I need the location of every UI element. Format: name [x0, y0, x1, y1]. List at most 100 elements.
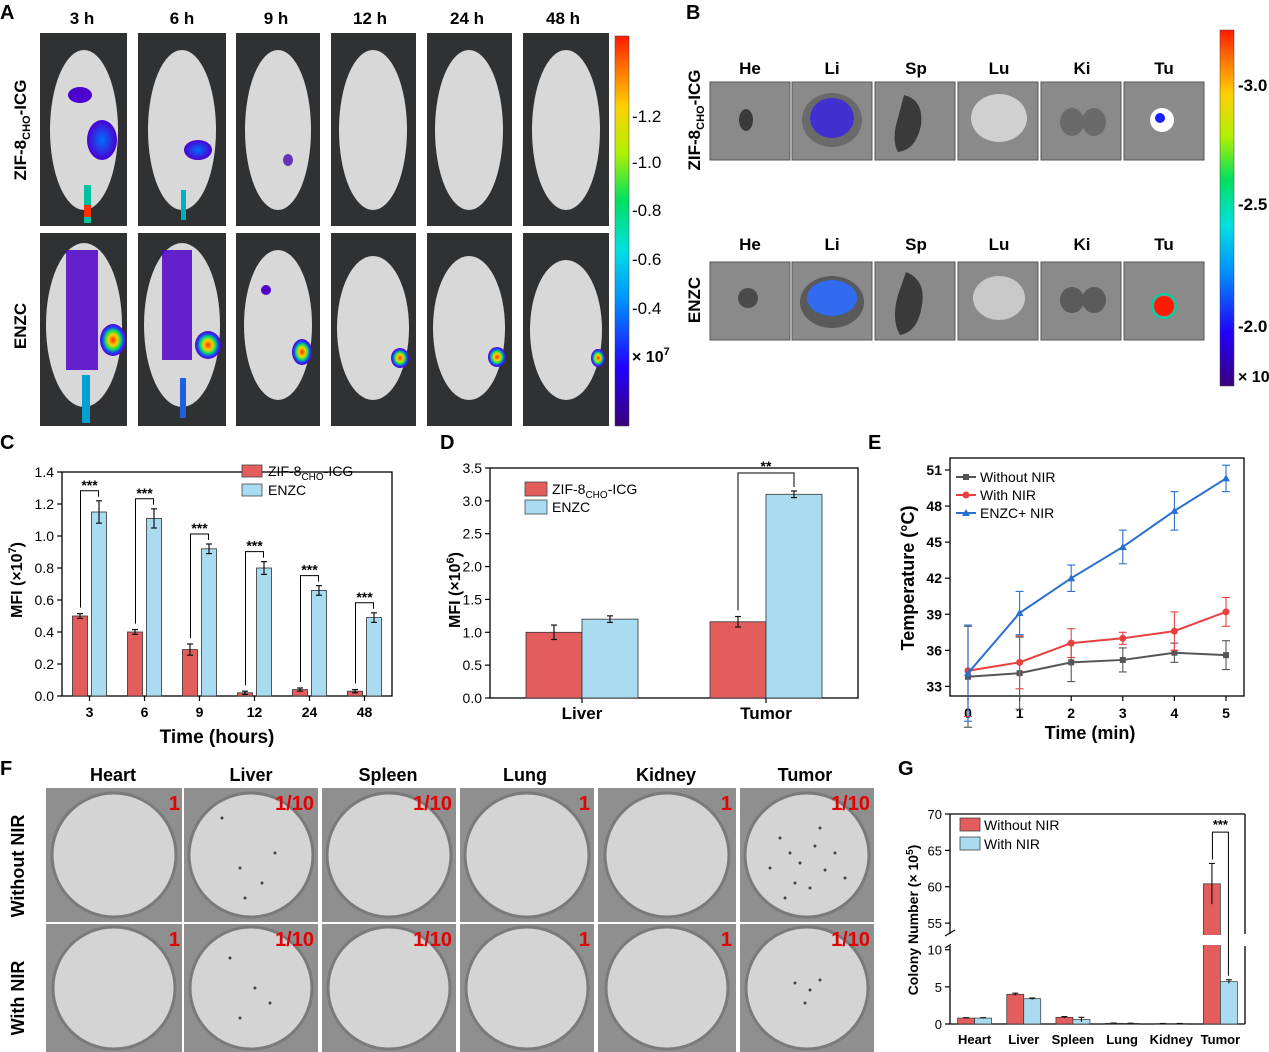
dish-column-label: Liver — [229, 765, 272, 785]
bar — [256, 567, 272, 697]
petri-dish — [325, 791, 453, 919]
y-tick-label: 1.0 — [35, 528, 55, 544]
colorbar-tick: -1.0 — [632, 153, 661, 172]
legend-label: ENZC+ NIR — [980, 505, 1054, 521]
dilution-labels: 1 1/10 1/10 1 1 1/10 1 1/10 1/10 1 1 1/1… — [169, 793, 870, 951]
mouse-images-row2 — [40, 233, 609, 426]
x-tick-label: 9 — [196, 704, 204, 720]
y-tick-label: 5 — [935, 980, 942, 995]
dilution-label: 1 — [721, 929, 732, 951]
organ-label: Tu — [1154, 235, 1174, 254]
bar — [72, 615, 88, 697]
dish-column-label: Kidney — [636, 765, 696, 785]
colorbar-tick: -2.5 — [1238, 195, 1267, 214]
petri-dish — [604, 925, 730, 1051]
series-line — [967, 651, 1227, 678]
bar — [127, 631, 143, 697]
y-tick-label: 1.4 — [35, 464, 55, 480]
x-tick-label: 5 — [1222, 705, 1230, 721]
data-point — [1015, 609, 1024, 617]
colorbar-tick: -0.4 — [632, 299, 661, 318]
organ-tiles-row1 — [709, 81, 1205, 161]
petri-dish — [464, 925, 590, 1051]
dilution-label: 1 — [169, 793, 180, 815]
dish-column-label: Tumor — [778, 765, 833, 785]
legend-label: With NIR — [980, 487, 1036, 503]
x-tick-label: 4 — [1171, 705, 1179, 721]
row-label-enzc-b: ENZC — [686, 277, 704, 323]
petri-dish — [744, 925, 870, 1051]
legend-label: Without NIR — [984, 817, 1059, 833]
plot-frame — [949, 457, 1245, 697]
panel-letter-c: C — [0, 432, 15, 454]
colorbar-tick: -0.6 — [632, 250, 661, 269]
y-tick-label: 0.0 — [35, 688, 55, 704]
x-tick-label: 24 — [302, 704, 318, 720]
colorbar-tick: -0.8 — [632, 201, 661, 220]
significance-label: *** — [356, 589, 373, 605]
dilution-label: 1/10 — [831, 929, 870, 951]
organ-label: Lu — [989, 59, 1010, 78]
panel-letter-g: G — [898, 758, 914, 780]
x-tick-label: 1 — [1016, 705, 1024, 721]
y-tick-label: 10 — [928, 943, 942, 958]
dish-column-label: Heart — [90, 765, 136, 785]
panel-c-chart: 0.0 0.2 0.4 0.6 0.8 1.0 1.2 1.4 3 6 9 12 24 48 *** *** *… — [7, 463, 393, 748]
colorbar-tick: -2.0 — [1238, 317, 1267, 336]
significance-label: ** — [761, 458, 772, 474]
legend-label: ENZC — [268, 482, 306, 498]
row-label-zif8: ZIF-8CHO-ICG — [11, 80, 33, 181]
y-tick-label: 39 — [926, 606, 942, 622]
bar — [1220, 981, 1238, 1025]
petri-dish — [50, 791, 178, 919]
y-tick-label: 3.0 — [463, 493, 483, 509]
dishes-row2 — [46, 924, 874, 1052]
bar — [957, 1017, 975, 1025]
organ-label: He — [739, 235, 761, 254]
bar — [1023, 998, 1042, 1025]
y-tick-label: 65 — [928, 843, 942, 858]
data-point — [1170, 506, 1179, 514]
panel-e-chart: 33363942454851012345 Temperature (°C) Ti… — [898, 457, 1245, 743]
y-tick-label: 3.5 — [463, 460, 483, 476]
significance-bracket — [300, 575, 319, 682]
series-line — [967, 610, 1227, 672]
legend-label: With NIR — [984, 836, 1040, 852]
time-labels: 3 h 6 h 9 h 12 h 24 h 48 h — [70, 9, 580, 28]
bar — [91, 511, 107, 697]
bar — [581, 618, 639, 699]
bar — [525, 631, 583, 699]
dishes-row1 — [46, 788, 874, 922]
x-tick-label: 12 — [247, 704, 263, 720]
significance-label: *** — [246, 538, 263, 554]
colorbar-a — [614, 35, 630, 427]
panel-f-dishes: Heart Liver Spleen Lung Kidney Tumor Wit… — [8, 765, 874, 1052]
bar — [974, 1017, 992, 1025]
axis-break — [944, 929, 956, 937]
y-tick-label: 42 — [926, 570, 942, 586]
x-tick-label: Heart — [958, 1032, 992, 1047]
significance-bracket — [355, 602, 374, 684]
dilution-label: 1/10 — [275, 793, 314, 815]
panel-a-imaging: 3 h 6 h 9 h 12 h 24 h 48 h ZIF-8CHO-ICG … — [11, 9, 670, 427]
organ-label: He — [739, 59, 761, 78]
x-tick-label: Lung — [1106, 1032, 1138, 1047]
legend-swatch — [241, 464, 263, 478]
plot-area-c: 0.0 0.2 0.4 0.6 0.8 1.0 1.2 1.4 3 6 9 12 24 48 *** *** *… — [35, 464, 393, 720]
organ-label: Sp — [905, 59, 927, 78]
x-tick-label: Tumor — [1201, 1032, 1240, 1047]
significance-label: *** — [136, 485, 153, 501]
dilution-label: 1 — [579, 929, 590, 951]
panel-letter-a: A — [0, 2, 15, 24]
dish-column-labels: Heart Liver Spleen Lung Kidney Tumor — [90, 765, 832, 785]
y-tick-label: 45 — [926, 534, 942, 550]
bar — [146, 518, 162, 697]
dilution-label: 1/10 — [275, 929, 314, 951]
plot-area-e: 33363942454851012345 — [926, 457, 1245, 728]
time-label: 6 h — [170, 9, 195, 28]
data-point — [1067, 574, 1076, 582]
panel-g-chart: 0 5 10 55 60 65 70 Heart Liver Spleen Lung Kidney Tu… — [905, 807, 1246, 1047]
data-point — [1118, 542, 1127, 550]
legend-swatch — [241, 483, 263, 497]
y-tick-label: 70 — [928, 807, 942, 822]
